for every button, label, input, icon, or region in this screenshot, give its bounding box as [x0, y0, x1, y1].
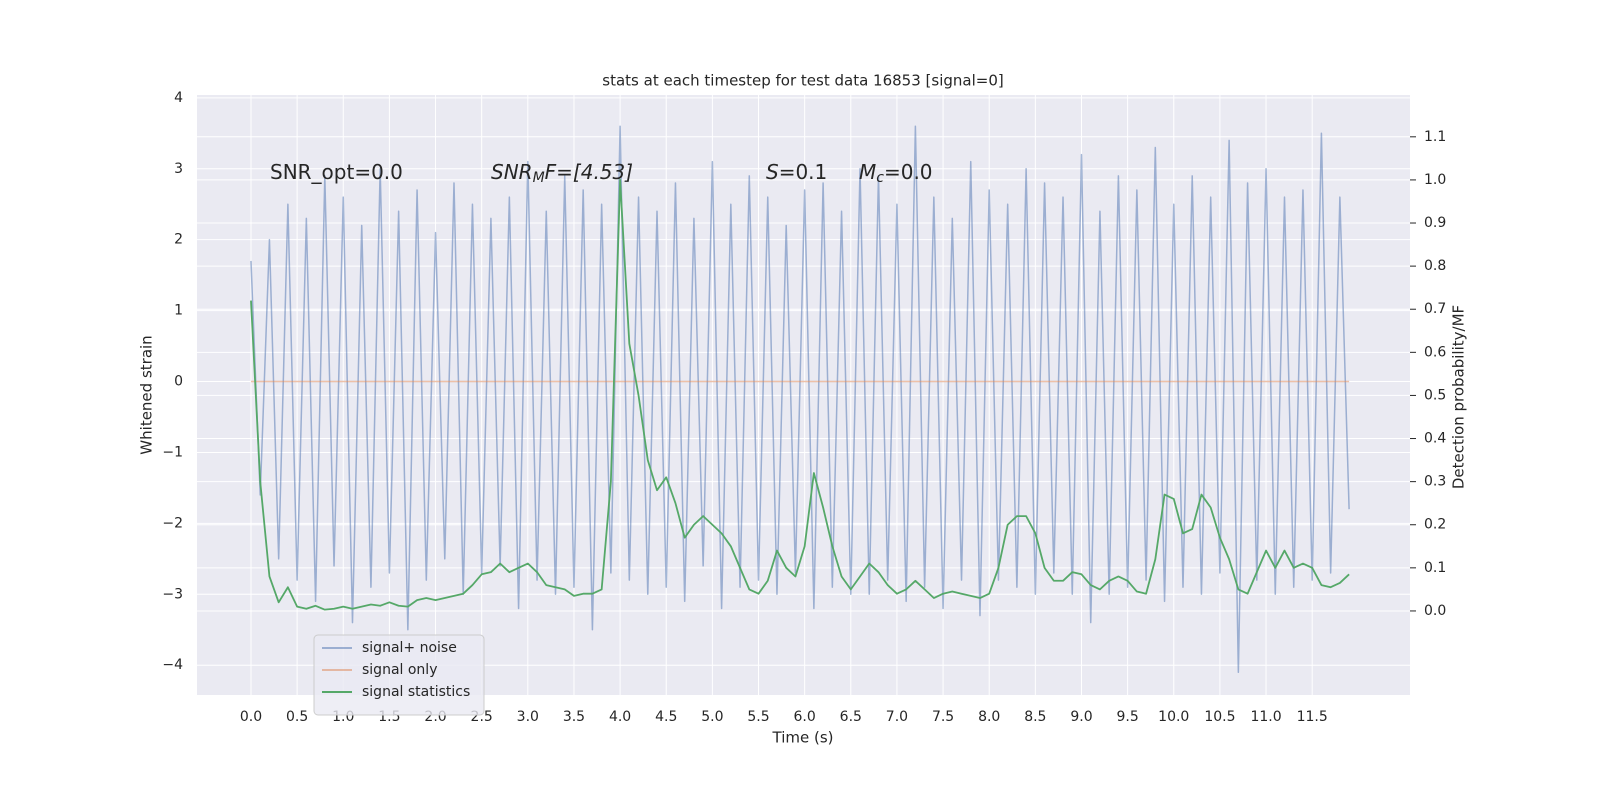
y2-tick-label: 0.9 [1424, 215, 1446, 231]
x-tick-label: 3.0 [517, 709, 539, 725]
x-tick-label: 8.5 [1024, 709, 1046, 725]
y2-tick-label: 1.0 [1424, 172, 1446, 188]
x-tick-label: 7.0 [886, 709, 908, 725]
y-tick-label: 1 [174, 303, 183, 319]
y2-tick-label: 0.7 [1424, 301, 1446, 317]
x-tick-label: 5.5 [747, 709, 769, 725]
annotation: SNRMF=[4.53] [491, 160, 633, 187]
x-tick-label: 4.5 [655, 709, 677, 725]
y-tick-label: −4 [162, 657, 183, 673]
legend-label: signal statistics [362, 684, 470, 700]
y2-tick-label: 0.6 [1424, 344, 1446, 360]
y-tick-label: −3 [162, 586, 183, 602]
y2-tick-label: 0.8 [1424, 258, 1446, 274]
x-tick-label: 9.5 [1116, 709, 1138, 725]
annotation-main: SNR [491, 160, 533, 184]
x-tick-label: 10.5 [1204, 709, 1235, 725]
x-tick-label: 6.5 [840, 709, 862, 725]
x-axis-label: Time (s) [772, 729, 834, 747]
y-tick-label: 2 [174, 232, 183, 248]
annotation: SNR_opt=0.0 [270, 160, 403, 184]
x-tick-label: 8.0 [978, 709, 1000, 725]
y2-tick-label: 0.1 [1424, 560, 1446, 576]
y-tick-label: −1 [162, 444, 183, 460]
y2-tick-label: 0.3 [1424, 474, 1446, 490]
x-tick-label: 0.5 [286, 709, 308, 725]
legend-label: signal+ noise [362, 640, 457, 656]
annotation: S=0.1 [766, 160, 827, 184]
x-tick-label: 3.5 [563, 709, 585, 725]
annotation-main: S [766, 160, 779, 184]
y-tick-label: −2 [162, 515, 183, 531]
x-tick-label: 10.0 [1158, 709, 1189, 725]
x-tick-label: 11.0 [1250, 709, 1281, 725]
y-tick-label: 0 [174, 374, 183, 390]
x-tick-label: 7.5 [932, 709, 954, 725]
annotation-main: M [859, 160, 876, 184]
annotation-tail: =0.0 [884, 160, 933, 184]
annotation-text: SNR_opt=0.0 [270, 160, 403, 184]
chart-title: stats at each timestep for test data 168… [602, 72, 1003, 90]
x-tick-label: 5.0 [701, 709, 723, 725]
x-tick-label: 11.5 [1297, 709, 1328, 725]
series-line [250, 179, 1350, 611]
y2-tick-label: 0.4 [1424, 431, 1446, 447]
annotation-sub: c [876, 170, 884, 186]
legend-box [313, 634, 485, 716]
x-tick-label: 6.0 [794, 709, 816, 725]
y2-tick-label: 1.1 [1424, 129, 1446, 145]
y2-tick-label: 0.0 [1424, 603, 1446, 619]
annotation-tail: F=[4.53] [545, 160, 633, 184]
annotation: Mc=0.0 [859, 160, 933, 187]
x-tick-label: 9.0 [1070, 709, 1092, 725]
y2-axis-label: Detection probability/MF [1450, 305, 1468, 489]
annotation-tail: =0.1 [779, 160, 828, 184]
y2-tick-label: 0.2 [1424, 517, 1446, 533]
legend-label: signal only [362, 662, 437, 678]
y-axis-label: Whitened strain [138, 335, 156, 454]
y-tick-label: 4 [174, 90, 183, 106]
x-tick-label: 4.0 [609, 709, 631, 725]
annotation-sub: M [533, 170, 545, 186]
x-tick-label: 0.0 [240, 709, 262, 725]
y-tick-label: 3 [174, 161, 183, 177]
y2-tick-label: 0.5 [1424, 387, 1446, 403]
